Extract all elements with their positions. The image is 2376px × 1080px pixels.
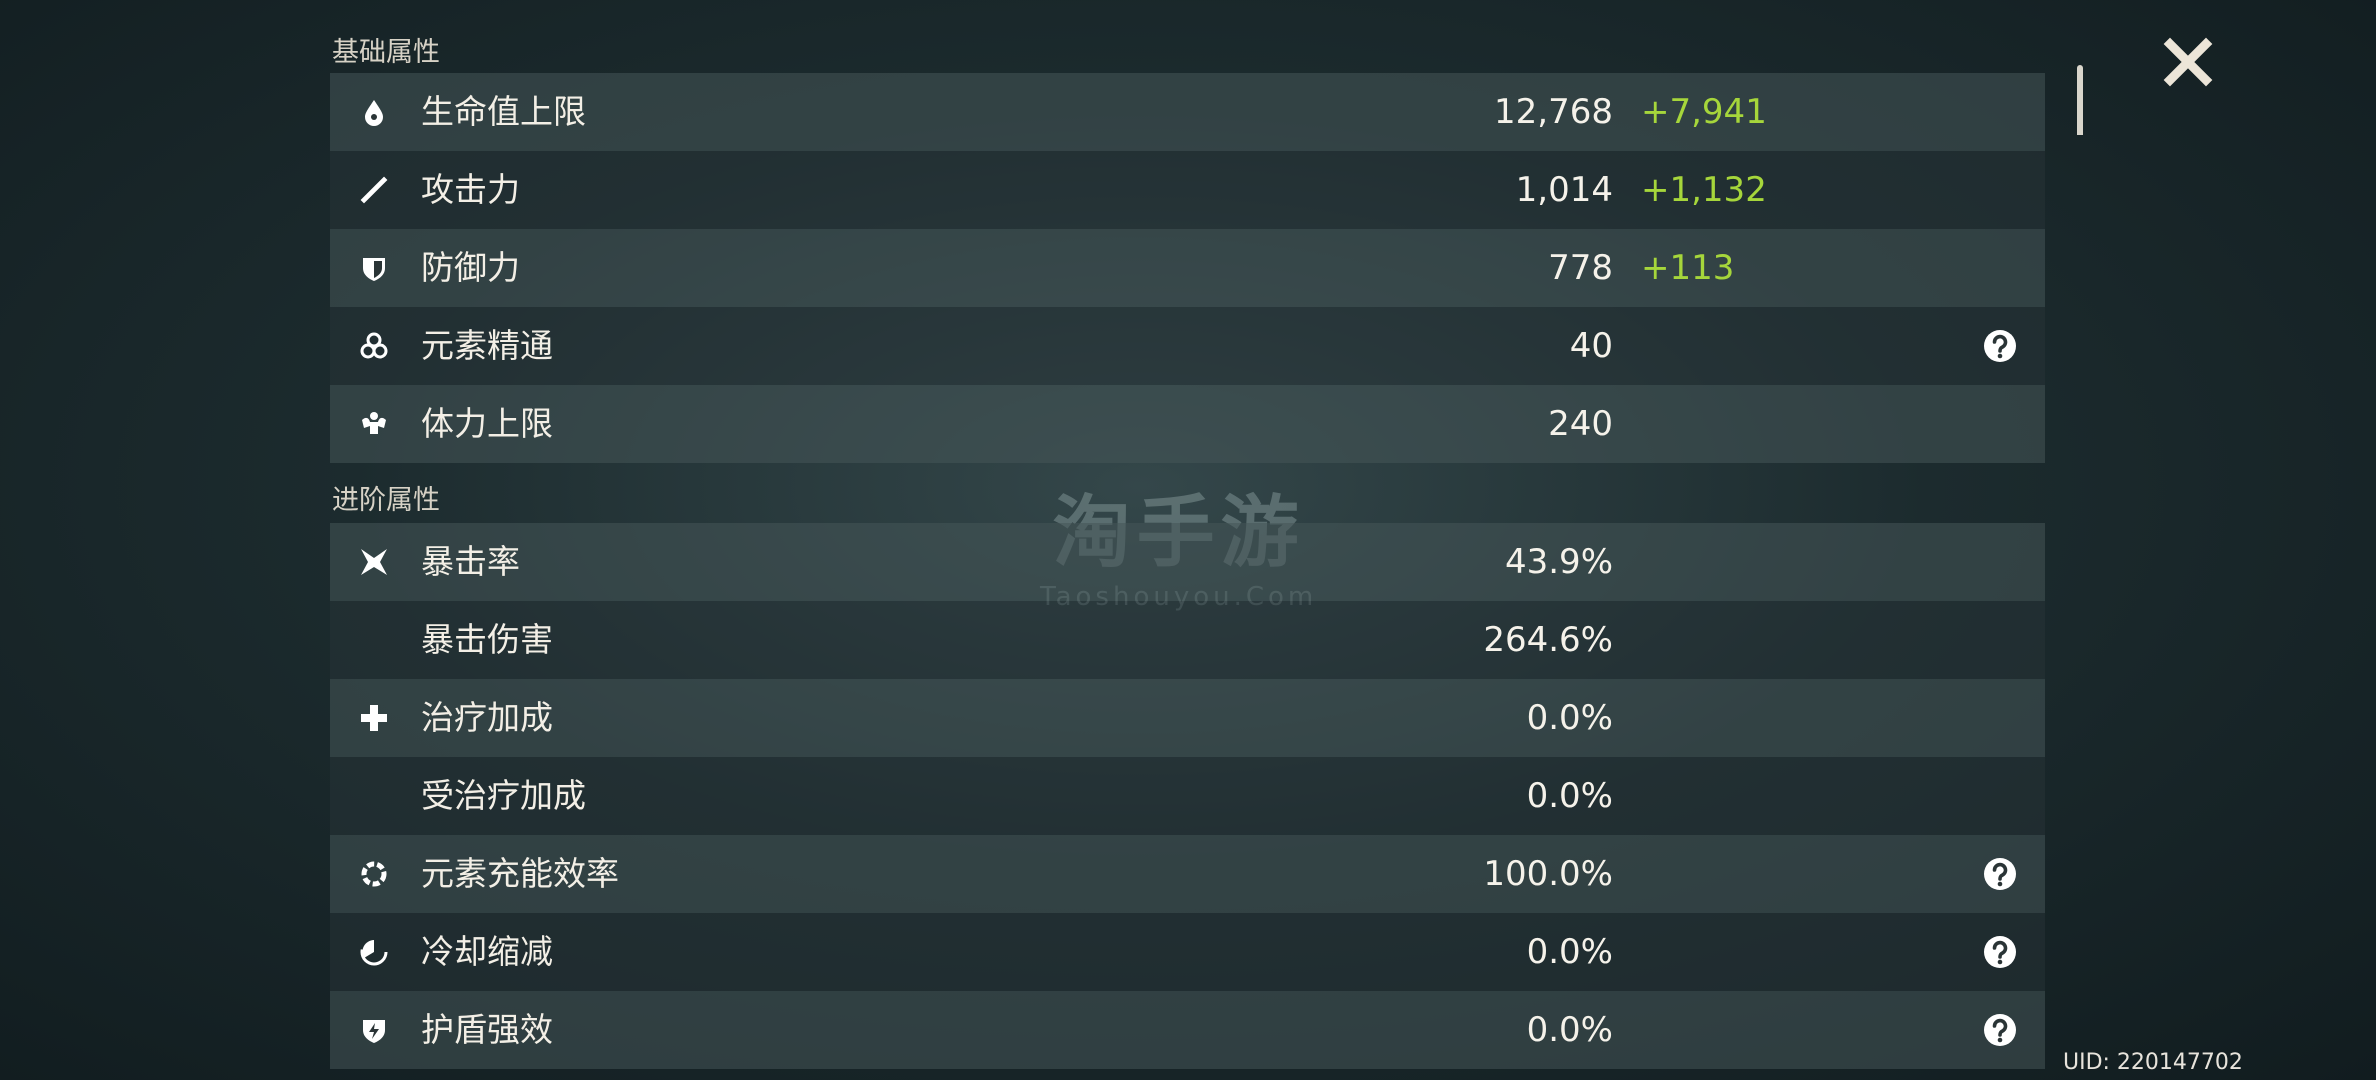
uid: UID: 220147702 bbox=[2063, 1050, 2243, 1075]
stat-label: 元素充能效率 bbox=[421, 854, 619, 893]
stat-value: 0.0% bbox=[1526, 932, 1613, 972]
stat-value: 12,768 bbox=[1494, 92, 1613, 132]
stat-icon bbox=[361, 549, 387, 575]
stat-row: 元素充能效率 100.0% bbox=[330, 835, 2045, 913]
stat-row: 体力上限 240 bbox=[330, 385, 2045, 463]
stat-icon bbox=[360, 176, 388, 204]
stat-label: 暴击伤害 bbox=[421, 620, 553, 659]
stat-label: 生命值上限 bbox=[421, 92, 586, 131]
stat-icon bbox=[365, 100, 383, 126]
stat-row: 攻击力 1,014 +1,132 bbox=[330, 151, 2045, 229]
stat-label: 防御力 bbox=[421, 248, 520, 287]
section-title: 基础属性 bbox=[332, 37, 440, 68]
stat-icon bbox=[363, 258, 385, 281]
stat-icon bbox=[362, 412, 386, 434]
stat-label: 护盾强效 bbox=[421, 1010, 553, 1049]
stat-row: 冷却缩减 0.0% bbox=[330, 913, 2045, 991]
close-button[interactable] bbox=[2162, 36, 2214, 88]
stat-row: 治疗加成 0.0% bbox=[330, 679, 2045, 757]
section-title: 进阶属性 bbox=[332, 485, 440, 516]
stat-row: 暴击伤害 264.6% bbox=[330, 601, 2045, 679]
help-button[interactable] bbox=[1983, 857, 2017, 891]
stat-label: 治疗加成 bbox=[421, 698, 553, 737]
stat-row: 护盾强效 0.0% bbox=[330, 991, 2045, 1069]
stat-row: 受治疗加成 0.0% bbox=[330, 757, 2045, 835]
stat-value: 0.0% bbox=[1526, 776, 1613, 816]
scrollbar bbox=[2077, 65, 2083, 135]
stat-label: 暴击率 bbox=[421, 542, 520, 581]
stat-value: 0.0% bbox=[1526, 698, 1613, 738]
stat-row: 防御力 778 +113 bbox=[330, 229, 2045, 307]
stat-icon bbox=[360, 332, 388, 359]
stat-row: 元素精通 40 bbox=[330, 307, 2045, 385]
help-button[interactable] bbox=[1983, 329, 2017, 363]
stat-value: 100.0% bbox=[1483, 854, 1613, 894]
stat-icon bbox=[363, 1020, 385, 1043]
stat-value: 240 bbox=[1548, 404, 1613, 444]
stat-icon bbox=[361, 861, 387, 887]
stat-value: 264.6% bbox=[1483, 620, 1613, 660]
stat-label: 攻击力 bbox=[421, 170, 520, 209]
stat-label: 受治疗加成 bbox=[421, 776, 586, 815]
stat-row: 暴击率 43.9% bbox=[330, 523, 2045, 601]
stat-bonus: +7,941 bbox=[1641, 92, 1767, 132]
help-button[interactable] bbox=[1983, 1013, 2017, 1047]
stat-icon bbox=[360, 938, 388, 966]
stat-row: 生命值上限 12,768 +7,941 bbox=[330, 73, 2045, 151]
stat-value: 0.0% bbox=[1526, 1010, 1613, 1050]
stat-bonus: +113 bbox=[1641, 248, 1735, 288]
stat-value: 40 bbox=[1569, 326, 1613, 366]
help-button[interactable] bbox=[1983, 935, 2017, 969]
stat-label: 体力上限 bbox=[421, 404, 553, 443]
stat-value: 778 bbox=[1548, 248, 1613, 288]
stat-value: 1,014 bbox=[1515, 170, 1613, 210]
stat-icon bbox=[361, 705, 387, 731]
stat-bonus: +1,132 bbox=[1641, 170, 1767, 210]
stat-label: 冷却缩减 bbox=[421, 932, 553, 971]
stat-value: 43.9% bbox=[1504, 542, 1613, 582]
stat-label: 元素精通 bbox=[421, 326, 553, 365]
